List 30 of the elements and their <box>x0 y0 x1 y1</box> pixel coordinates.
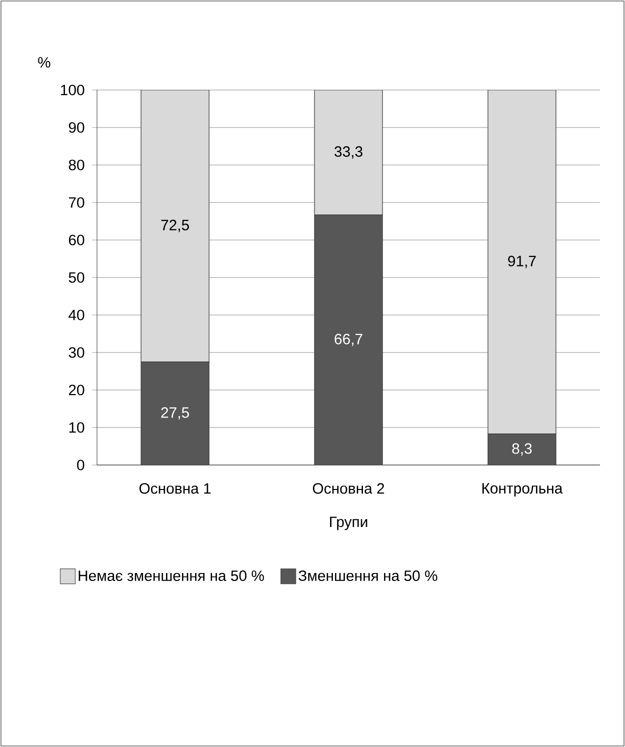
y-tick-label: 0 <box>77 460 84 470</box>
legend-label: Зменшення на 50 % <box>298 570 438 582</box>
y-tick-label: 30 <box>68 347 84 358</box>
data-label: 27,5 <box>161 407 189 420</box>
bar <box>314 90 383 216</box>
data-label: 33,3 <box>334 146 362 159</box>
x-axis-title: Групи <box>330 516 368 530</box>
y-tick-label: 20 <box>68 384 84 396</box>
y-tick-label: 40 <box>68 310 84 320</box>
y-axis-title: % <box>38 57 50 68</box>
data-label: 91,7 <box>508 256 536 268</box>
data-label: 8,3 <box>512 443 532 456</box>
y-tick-label: 90 <box>68 122 84 133</box>
bar <box>488 434 556 465</box>
y-tick-label: 60 <box>68 234 84 246</box>
data-label: 66,7 <box>334 334 362 346</box>
x-tick-label: Основна 2 <box>312 483 384 494</box>
bar <box>140 362 210 465</box>
data-label: 72,5 <box>161 220 189 232</box>
y-tick-label: 100 <box>61 84 84 96</box>
y-tick-label: 10 <box>69 422 84 433</box>
x-tick-label: Контрольна <box>482 483 563 497</box>
x-tick-label: Основна 1 <box>139 483 211 494</box>
y-tick-label: 50 <box>68 272 84 283</box>
bar <box>488 90 556 434</box>
y-tick-label: 80 <box>68 160 84 170</box>
bar <box>140 90 210 362</box>
y-tick-label: 70 <box>68 197 84 208</box>
bar <box>314 214 383 465</box>
legend-label: Немає зменшення на 50 % <box>78 570 264 582</box>
